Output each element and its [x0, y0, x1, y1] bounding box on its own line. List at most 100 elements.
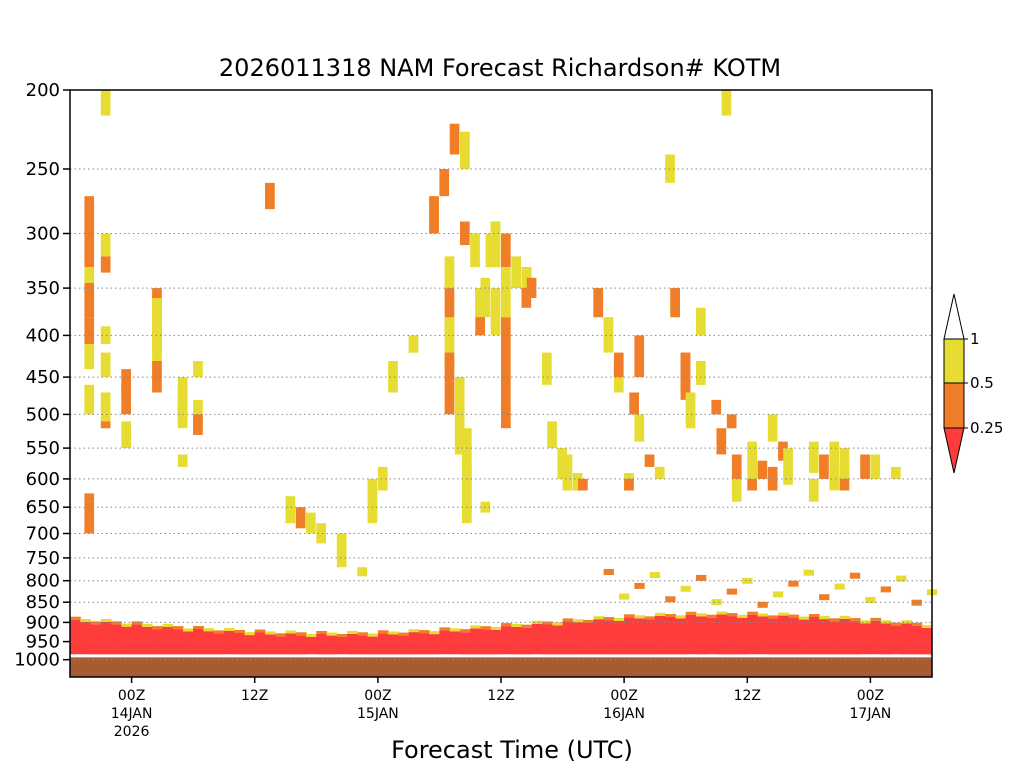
x-tick-label: 12Z: [734, 688, 761, 704]
richardson-cell: [511, 256, 521, 289]
legend-label: 1: [970, 330, 980, 348]
boundary-layer-top-cell: [542, 621, 553, 625]
low-level-cell: [726, 588, 738, 595]
chart-title: 2026011318 NAM Forecast Richardson# KOTM: [219, 54, 781, 82]
low-level-cell: [757, 601, 768, 608]
richardson-cell: [84, 196, 95, 268]
richardson-cell: [757, 460, 768, 479]
richardson-cell: [193, 414, 203, 435]
boundary-layer-cell: [388, 634, 399, 655]
boundary-layer-cell: [460, 632, 471, 655]
x-tick-label: 00Z: [857, 688, 884, 704]
richardson-cell: [152, 335, 162, 378]
richardson-cell: [460, 131, 470, 169]
y-axis: 200 250 300 350 400 450 500 550 600 650 700 7508008…: [14, 80, 70, 671]
boundary-layer-top-cell: [654, 612, 666, 616]
boundary-layer-top-cell: [644, 616, 656, 620]
boundary-layer-cell: [131, 624, 143, 655]
boundary-layer-cell: [716, 614, 728, 655]
boundary-layer-cell: [531, 623, 543, 655]
richardson-cell: [84, 493, 95, 502]
richardson-cell: [526, 277, 537, 298]
boundary-layer-top-cell: [490, 627, 502, 630]
boundary-layer-cell: [880, 623, 892, 655]
richardson-cell: [747, 478, 757, 491]
boundary-layer-cell: [829, 621, 841, 655]
low-level-cell: [665, 596, 676, 603]
low-level-cell: [849, 572, 861, 579]
richardson-cell: [891, 466, 901, 479]
boundary-layer-top-cell: [706, 614, 717, 618]
richardson-cell: [542, 352, 552, 385]
richardson-cell: [454, 377, 465, 455]
boundary-layer-top-cell: [757, 613, 769, 617]
boundary-layer-top-cell: [829, 618, 841, 622]
richardson-cell: [444, 256, 455, 289]
richardson-cell: [470, 233, 480, 268]
boundary-layer-top-cell: [357, 632, 369, 636]
richardson-cells: [84, 90, 901, 577]
x-tick-label: 00Z: [118, 688, 145, 704]
boundary-layer-top-cell: [685, 611, 697, 615]
y-tick-label: 800: [26, 571, 60, 592]
boundary-layer-cell: [613, 621, 625, 655]
richardson-cell: [501, 233, 511, 268]
low-level-cell: [865, 597, 876, 603]
richardson-cell: [100, 256, 111, 273]
boundary-layer-cell: [654, 615, 666, 655]
boundary-layer-top-cell: [131, 621, 143, 625]
boundary-layer-top-cell: [265, 631, 276, 635]
richardson-cell: [696, 307, 706, 336]
boundary-layer-top-cell: [921, 625, 933, 628]
boundary-layer-cell: [111, 624, 122, 655]
low-level-cell: [680, 585, 691, 592]
boundary-layer-top-cell: [849, 618, 861, 622]
richardson-cell: [870, 454, 881, 479]
boundary-layer-cell: [306, 636, 317, 655]
boundary-layer-top-cell: [326, 632, 338, 636]
boundary-layer-cell: [921, 628, 933, 655]
richardson-cell: [100, 352, 111, 377]
boundary-layer-cell: [778, 615, 789, 655]
legend-swatch: [943, 338, 965, 384]
boundary-layer-cell: [429, 634, 440, 655]
richardson-cell: [624, 478, 634, 491]
boundary-layer-top-cell: [244, 632, 256, 636]
low-level-cell: [696, 574, 707, 581]
richardson-cell: [578, 478, 588, 491]
richardson-cell: [100, 421, 111, 429]
boundary-layer-cell: [398, 635, 410, 655]
boundary-layer-cell: [347, 633, 358, 655]
richardson-cell: [84, 384, 95, 415]
low-level-cell: [649, 572, 661, 578]
boundary-layer-cell: [542, 624, 553, 655]
richardson-cell: [839, 448, 850, 479]
legend-swatch: [943, 382, 965, 429]
boundary-layer-top-cell: [839, 615, 851, 619]
richardson-cell: [485, 233, 496, 268]
y-tick-label: 250: [26, 159, 60, 180]
boundary-layer-top-cell: [141, 623, 153, 627]
low-level-cell: [634, 582, 645, 589]
y-tick-label: 850: [26, 592, 60, 613]
boundary-layer-cell: [839, 618, 851, 655]
boundary-layer-top-cell: [593, 616, 605, 620]
richardson-cell: [521, 267, 532, 289]
boundary-layer-cell: [490, 630, 502, 655]
richardson-cell: [562, 454, 573, 491]
boundary-layer-cell: [819, 619, 830, 655]
x-tick-label: 17JAN: [850, 706, 892, 722]
boundary-layer-top-cell: [634, 615, 646, 619]
richardson-cell: [654, 466, 665, 479]
boundary-layer-cell: [634, 618, 646, 655]
boundary-layer-top-cell: [624, 614, 635, 618]
boundary-layer-top-cell: [808, 614, 820, 617]
richardson-cell: [603, 317, 614, 353]
richardson-cell: [634, 335, 645, 378]
boundary-layer-top-cell: [480, 626, 492, 630]
richardson-cell: [84, 344, 95, 370]
richardson-cell: [193, 361, 203, 378]
boundary-layer-cell: [203, 631, 215, 655]
boundary-layer-cell: [162, 626, 174, 655]
low-level-cell: [619, 593, 630, 600]
